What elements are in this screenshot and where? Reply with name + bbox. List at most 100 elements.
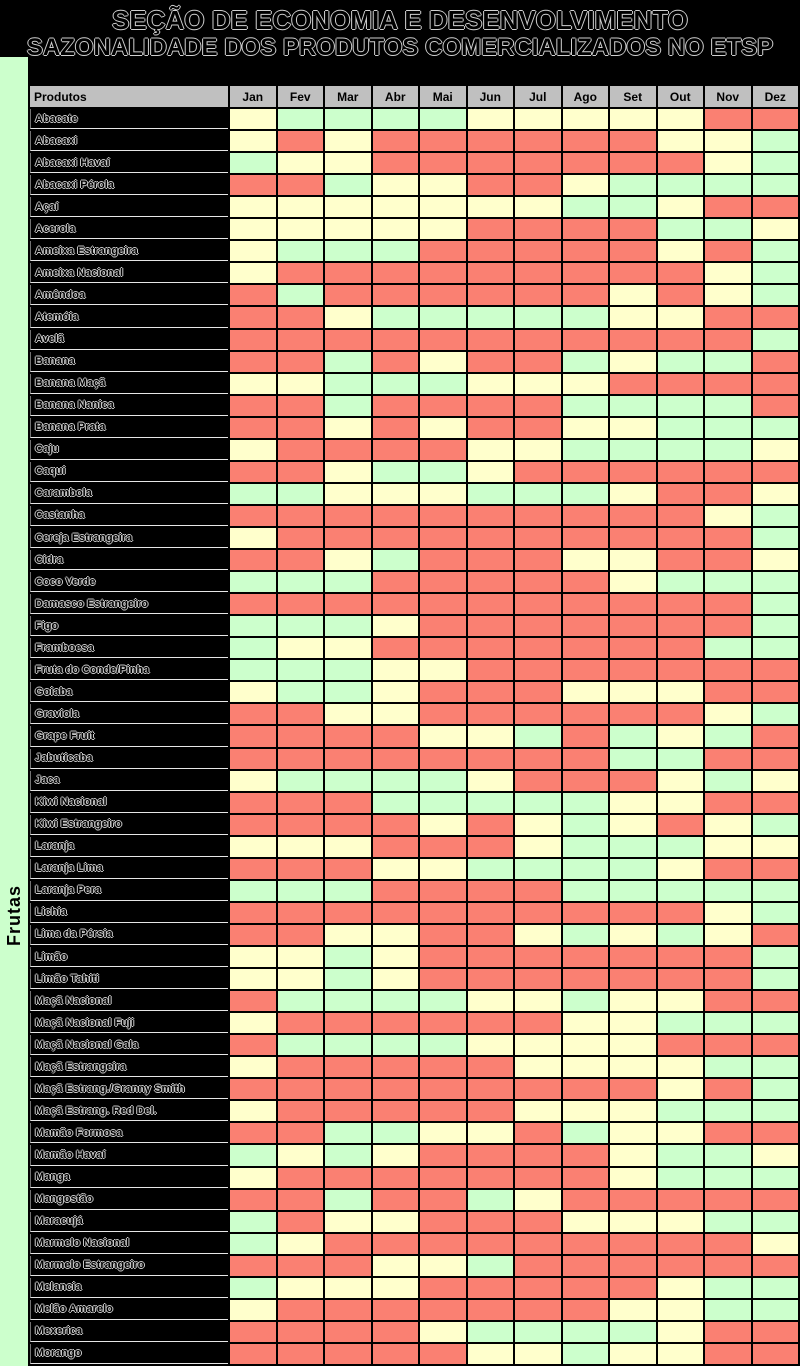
season-cell	[372, 969, 418, 990]
product-name-cell: Maçã Nacional Fuji	[30, 1013, 228, 1034]
season-cell	[277, 417, 323, 438]
season-cell	[420, 858, 466, 879]
season-cell	[325, 594, 371, 615]
season-cell	[372, 329, 418, 350]
season-cell	[705, 1013, 751, 1034]
season-cell	[467, 748, 513, 769]
month-column-header-abr: Abr	[372, 86, 418, 107]
season-cell	[515, 726, 561, 747]
season-cell	[277, 792, 323, 813]
season-cell	[325, 682, 371, 703]
season-cell	[705, 131, 751, 152]
season-cell	[277, 660, 323, 681]
season-cell	[372, 660, 418, 681]
season-cell	[705, 527, 751, 549]
season-cell	[562, 682, 608, 703]
season-cell	[420, 351, 466, 372]
season-cell	[230, 1079, 276, 1100]
season-cell	[515, 616, 561, 637]
season-cell	[372, 219, 418, 240]
season-cell	[610, 197, 656, 218]
season-cell	[467, 263, 513, 284]
season-cell	[515, 1057, 561, 1078]
season-cell	[420, 704, 466, 725]
season-cell	[467, 1123, 513, 1144]
season-cell	[230, 572, 276, 593]
season-cell	[277, 836, 323, 857]
product-name-cell: Mexerica	[30, 1321, 228, 1342]
season-cell	[515, 285, 561, 306]
season-cell	[657, 395, 703, 416]
season-cell	[467, 307, 513, 328]
season-cell	[277, 1211, 323, 1232]
season-cell	[372, 814, 418, 835]
season-cell	[515, 241, 561, 262]
season-cell	[372, 1233, 418, 1254]
season-cell	[467, 1079, 513, 1100]
season-cell	[515, 748, 561, 769]
season-cell	[657, 307, 703, 328]
season-cell	[467, 969, 513, 990]
season-cell	[325, 373, 371, 394]
season-cell	[752, 1255, 798, 1276]
season-cell	[562, 726, 608, 747]
season-cell	[325, 505, 371, 526]
season-cell	[610, 748, 656, 769]
season-cell	[467, 1343, 513, 1364]
season-cell	[230, 219, 276, 240]
season-cell	[325, 153, 371, 174]
season-cell	[705, 814, 751, 835]
season-cell	[372, 924, 418, 945]
season-cell	[515, 351, 561, 372]
product-name-cell: Laranja	[30, 836, 228, 857]
season-cell	[325, 219, 371, 240]
season-cell	[420, 373, 466, 394]
season-cell	[277, 770, 323, 791]
season-cell	[610, 1277, 656, 1298]
season-cell	[277, 1013, 323, 1034]
season-cell	[467, 1101, 513, 1122]
season-cell	[467, 638, 513, 659]
season-cell	[610, 1057, 656, 1078]
season-cell	[562, 792, 608, 813]
season-cell	[420, 1035, 466, 1056]
season-cell	[515, 153, 561, 174]
season-cell	[562, 307, 608, 328]
month-column-header-jan: Jan	[230, 86, 276, 107]
season-cell	[467, 660, 513, 681]
seasonality-table: Produtos Jan Fev Mar Abr Mai Jun Jul Ago Set Out No…	[28, 84, 800, 1366]
season-cell	[277, 1145, 323, 1166]
season-cell	[562, 1079, 608, 1100]
season-cell	[467, 175, 513, 196]
season-cell	[325, 704, 371, 725]
season-cell	[562, 395, 608, 416]
season-cell	[705, 682, 751, 703]
season-cell	[230, 726, 276, 747]
season-cell	[515, 1255, 561, 1276]
season-cell	[277, 1079, 323, 1100]
season-cell	[467, 197, 513, 218]
season-cell	[752, 175, 798, 196]
season-cell	[467, 792, 513, 813]
season-cell	[420, 505, 466, 526]
season-cell	[372, 770, 418, 791]
season-cell	[562, 197, 608, 218]
season-cell	[325, 1079, 371, 1100]
season-cell	[705, 1057, 751, 1078]
season-cell	[277, 616, 323, 637]
season-cell	[657, 1123, 703, 1144]
season-cell	[420, 924, 466, 945]
season-cell	[230, 991, 276, 1012]
season-cell	[420, 1321, 466, 1342]
season-cell	[657, 836, 703, 857]
season-cell	[515, 1035, 561, 1056]
season-cell	[752, 858, 798, 879]
season-cell	[230, 880, 276, 901]
season-cell	[610, 550, 656, 571]
season-cell	[515, 550, 561, 571]
season-cell	[467, 285, 513, 306]
season-cell	[752, 924, 798, 945]
season-cell	[610, 439, 656, 460]
season-cell	[657, 572, 703, 593]
product-name-cell: Avelã	[30, 329, 228, 350]
